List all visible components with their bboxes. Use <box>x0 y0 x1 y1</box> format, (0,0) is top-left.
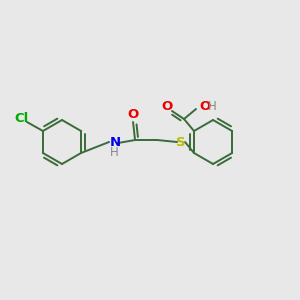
Text: O: O <box>128 109 139 122</box>
Text: O: O <box>199 100 210 112</box>
Text: O: O <box>161 100 172 113</box>
Text: H: H <box>110 146 119 158</box>
Text: H: H <box>208 100 217 112</box>
Text: N: N <box>110 136 121 149</box>
Text: S: S <box>176 136 186 148</box>
Text: Cl: Cl <box>15 112 29 124</box>
